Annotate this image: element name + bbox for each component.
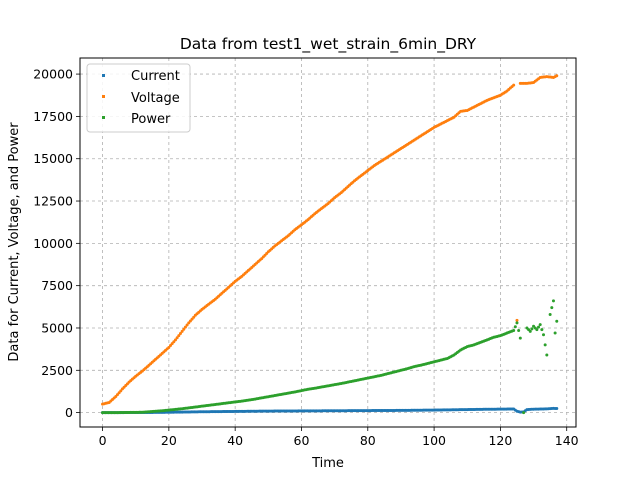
x-tick-label: 0: [99, 433, 107, 448]
legend-label-current: Current: [131, 69, 180, 84]
data-point: [551, 299, 555, 303]
series-layer: [101, 74, 559, 415]
data-point: [555, 74, 559, 78]
y-tick-label: 0: [65, 405, 73, 420]
x-axis-label: Time: [311, 456, 344, 471]
data-point: [545, 353, 549, 357]
data-point: [537, 325, 541, 329]
data-point: [513, 325, 517, 329]
y-tick-label: 10000: [33, 236, 73, 251]
data-point: [177, 334, 181, 338]
data-point: [550, 306, 554, 310]
data-point: [183, 325, 187, 329]
data-point: [515, 318, 519, 322]
y-axis-label: Data for Current, Voltage, and Power: [7, 122, 22, 362]
x-tick-label: 40: [227, 433, 243, 448]
y-tick-label: 17500: [33, 109, 73, 124]
legend-label-power: Power: [131, 112, 171, 127]
y-tick-label: 20000: [33, 67, 73, 82]
x-tick-label: 80: [360, 433, 376, 448]
x-tick-label: 20: [161, 433, 177, 448]
data-point: [173, 338, 177, 342]
data-point: [548, 312, 552, 316]
y-tick-label: 12500: [33, 194, 73, 209]
data-point: [517, 329, 521, 333]
legend-marker-voltage: [102, 95, 105, 98]
x-tick-label: 100: [422, 433, 446, 448]
data-point: [553, 331, 557, 335]
x-axis: 0 20 40 60 80 100 120 140: [99, 427, 579, 448]
data-point: [512, 83, 516, 87]
legend-marker-current: [102, 74, 105, 77]
data-point: [542, 333, 546, 337]
data-point: [515, 321, 519, 325]
plot-frame: [79, 57, 577, 428]
legend: Current Voltage Power: [86, 63, 191, 133]
data-point: [538, 323, 542, 327]
data-point: [555, 319, 559, 323]
data-point: [535, 328, 539, 332]
grid: [80, 58, 576, 427]
data-point: [512, 329, 516, 333]
x-tick-label: 120: [488, 433, 512, 448]
y-axis: 0 2500 5000 7500 10000 12500 15000 17500 20000: [33, 67, 80, 420]
data-point: [540, 328, 544, 332]
data-point: [528, 329, 532, 333]
y-tick-label: 7500: [41, 278, 73, 293]
legend-marker-power: [102, 116, 105, 119]
data-point: [175, 336, 179, 340]
x-tick-label: 140: [555, 433, 579, 448]
data-point: [522, 411, 526, 415]
y-tick-label: 15000: [33, 151, 73, 166]
legend-box: [86, 63, 191, 133]
data-point: [530, 327, 534, 331]
chart-title: Data from test1_wet_strain_6min_DRY: [180, 35, 477, 54]
x-tick-label: 60: [294, 433, 310, 448]
series-voltage: [101, 74, 559, 406]
data-point: [185, 323, 189, 327]
y-tick-label: 5000: [41, 320, 73, 335]
data-point: [178, 331, 182, 335]
y-tick-label: 2500: [41, 363, 73, 378]
data-point: [555, 407, 559, 411]
series-power: [101, 299, 559, 415]
data-point: [543, 343, 547, 347]
data-point: [518, 336, 522, 340]
data-point: [182, 327, 186, 331]
legend-label-voltage: Voltage: [131, 91, 180, 106]
data-point: [180, 329, 184, 333]
